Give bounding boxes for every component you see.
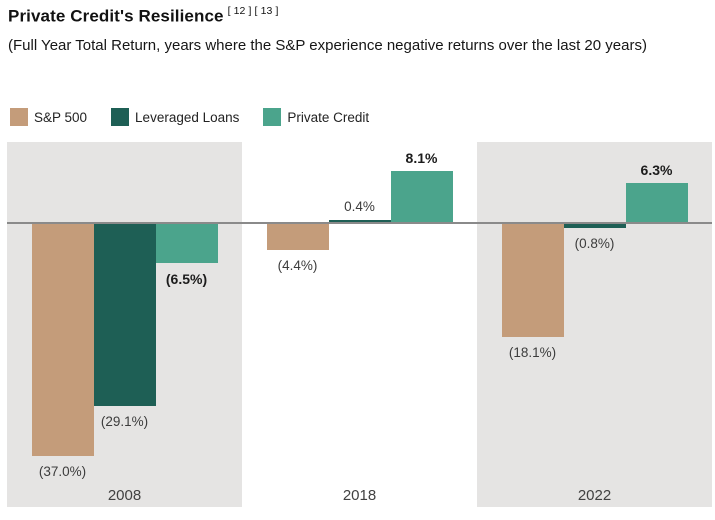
- legend-label: Leveraged Loans: [135, 109, 240, 125]
- chart-title-citations: [ 12 ] [ 13 ]: [227, 5, 279, 17]
- chart-subtitle: (Full Year Total Return, years where the…: [8, 36, 647, 54]
- legend-swatch-icon: [263, 108, 282, 126]
- chart-title-text: Private Credit's Resilience: [8, 6, 224, 26]
- value-label-leveraged-loans-2018: 0.4%: [344, 198, 375, 214]
- value-label-leveraged-loans-2008: (29.1%): [100, 413, 149, 429]
- zero-axis-line: [7, 221, 712, 224]
- bar-leveraged-loans-2022: [563, 222, 626, 228]
- legend-swatch-icon: [10, 108, 28, 126]
- category-label-2022: 2022: [577, 487, 612, 504]
- category-label-2008: 2008: [107, 487, 142, 504]
- legend-label: S&P 500: [34, 109, 88, 125]
- bar-private-credit-2022: [625, 182, 688, 223]
- legend-item-private-credit: Private Credit: [263, 108, 369, 126]
- value-label-s-p-500-2022: (18.1%): [508, 344, 557, 360]
- legend-swatch-icon: [111, 108, 130, 126]
- value-label-private-credit-2022: 6.3%: [640, 161, 673, 178]
- chart-header: Private Credit's Resilience[ 12 ] [ 13 ]…: [8, 5, 707, 58]
- page-title: Private Credit's Resilience[ 12 ] [ 13 ]: [8, 5, 707, 27]
- value-label-private-credit-2018: 8.1%: [405, 150, 438, 167]
- bar-s-p-500-2018: [266, 222, 329, 251]
- bar-private-credit-2008: [155, 222, 218, 264]
- bar-private-credit-2018: [390, 171, 453, 223]
- category-label-2018: 2018: [342, 487, 377, 504]
- bar-s-p-500-2022: [501, 222, 564, 337]
- legend-label: Private Credit: [287, 109, 370, 125]
- value-label-private-credit-2008: (6.5%): [165, 271, 208, 288]
- chart-legend: S&P 500 Leveraged Loans Private Credit: [10, 108, 369, 126]
- bar-leveraged-loans-2018: [328, 219, 391, 223]
- chart-area: (37.0%) (29.1%) (6.5%) (4.4%) 0.4% 8.1% (18.1%…: [7, 142, 712, 507]
- legend-item-s-p-500: S&P 500: [10, 108, 87, 126]
- bar-s-p-500-2008: [31, 222, 94, 456]
- value-label-s-p-500-2008: (37.0%): [38, 463, 87, 479]
- legend-item-leveraged-loans: Leveraged Loans: [111, 108, 239, 126]
- value-label-leveraged-loans-2022: (0.8%): [574, 235, 615, 251]
- value-label-s-p-500-2018: (4.4%): [277, 258, 318, 274]
- bar-leveraged-loans-2008: [93, 222, 156, 406]
